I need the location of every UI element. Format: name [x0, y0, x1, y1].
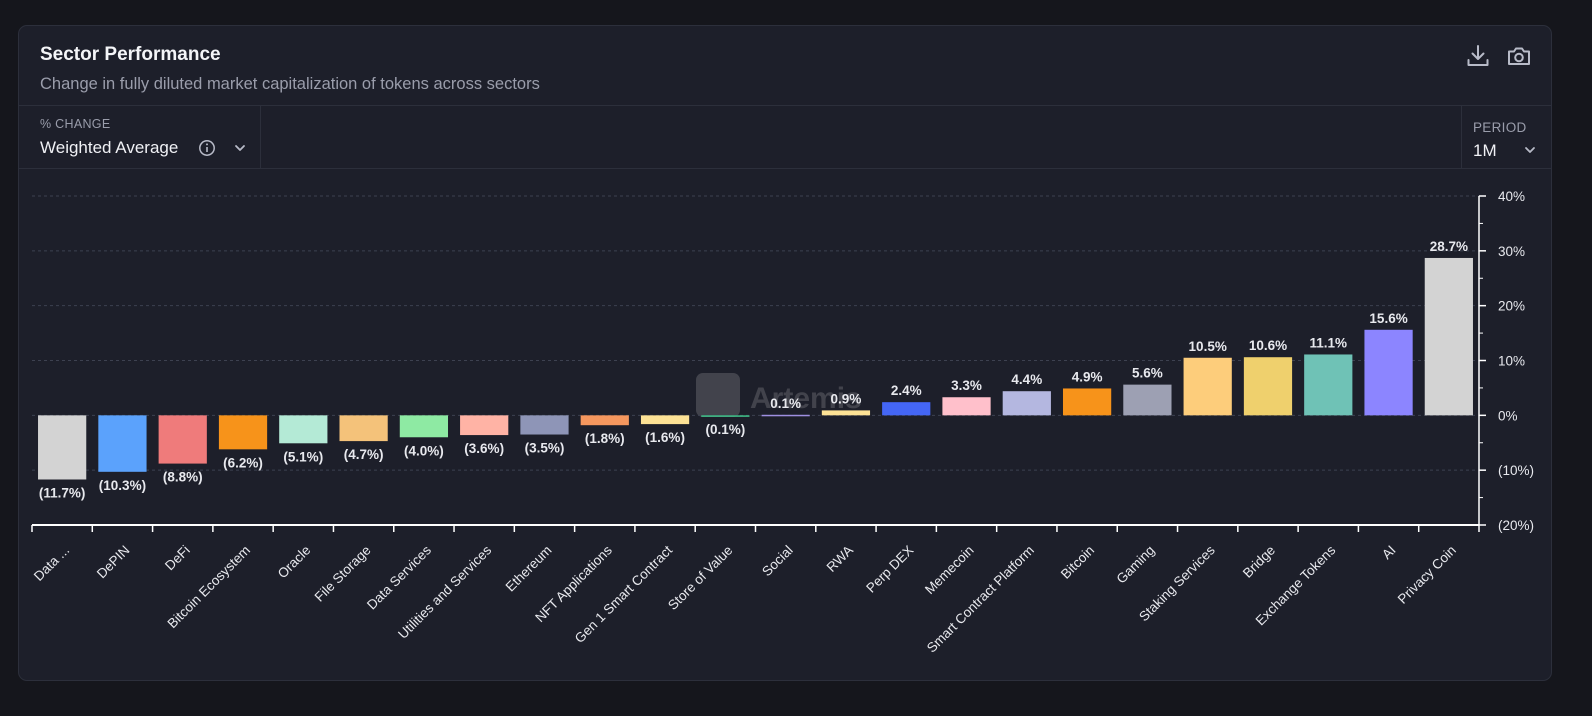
bar[interactable]	[942, 397, 991, 416]
bar[interactable]	[158, 415, 207, 464]
bar[interactable]	[279, 415, 328, 444]
data-label: (4.0%)	[404, 443, 444, 458]
y-tick-label: 0%	[1498, 408, 1518, 423]
info-icon[interactable]	[198, 139, 216, 157]
x-tick-label: Gen 1 Smart Contract	[572, 542, 676, 646]
x-tick-label: File Storage	[312, 543, 374, 605]
bar[interactable]	[520, 415, 569, 435]
bar[interactable]	[1123, 384, 1172, 416]
data-label: (11.7%)	[39, 485, 86, 500]
bar[interactable]	[339, 415, 388, 442]
camera-icon[interactable]	[1506, 43, 1532, 69]
x-tick-label: RWA	[824, 543, 856, 575]
bar[interactable]	[701, 415, 750, 417]
bar-chart: Artemis (11.7%) (10.3%) (8.8%) (6.2%) (5.1%)…	[31, 189, 1534, 656]
bar[interactable]	[460, 415, 509, 436]
metric-label: % CHANGE	[40, 117, 111, 131]
period-selector[interactable]: PERIOD 1M	[1461, 106, 1551, 168]
data-label: (3.6%)	[464, 441, 504, 456]
data-label: (10.3%)	[99, 478, 146, 493]
bar[interactable]	[1243, 357, 1293, 416]
x-tick-label: AI	[1379, 543, 1399, 563]
metric-selector[interactable]: % CHANGE Weighted Average	[19, 106, 261, 168]
period-label: PERIOD	[1473, 120, 1527, 135]
bars: (11.7%) (10.3%) (8.8%) (6.2%) (5.1%) (4.7%) (4…	[38, 239, 1473, 500]
data-label: (8.8%)	[163, 470, 203, 485]
grid-lines	[32, 195, 1479, 471]
x-tick-label: Data ...	[31, 543, 72, 584]
data-label: 5.6%	[1132, 366, 1163, 381]
bar[interactable]	[761, 414, 810, 417]
y-tick-label: 30%	[1498, 244, 1525, 259]
period-value: 1M	[1473, 141, 1497, 160]
x-tick-label: Privacy Coin	[1395, 543, 1459, 607]
bar[interactable]	[1062, 388, 1112, 416]
x-tick-label: Memecoin	[922, 543, 977, 598]
y-tick-label: 10%	[1498, 354, 1525, 369]
bar[interactable]	[1002, 391, 1051, 416]
data-label: (0.1%)	[705, 422, 745, 437]
y-tick-label: (20%)	[1498, 518, 1534, 533]
bar[interactable]	[1183, 357, 1232, 416]
data-label: (5.1%)	[283, 449, 323, 464]
artemis-watermark: Artemis	[696, 373, 862, 417]
watermark-text: Artemis	[750, 382, 862, 415]
page-title: Sector Performance	[40, 44, 221, 65]
metric-value: Weighted Average	[40, 138, 179, 157]
data-label: 11.1%	[1309, 335, 1347, 350]
x-tick-label: Ethereum	[503, 543, 555, 595]
bar[interactable]	[38, 415, 87, 480]
y-tick-label: (10%)	[1498, 463, 1534, 478]
x-tick-label: Gaming	[1113, 543, 1157, 587]
x-tick-label: Oracle	[275, 543, 314, 582]
data-label: (1.6%)	[645, 430, 685, 445]
period-chevron-down-icon[interactable]	[1522, 142, 1538, 158]
bar[interactable]	[1304, 354, 1353, 416]
x-tick-label: Bridge	[1240, 543, 1278, 581]
bar[interactable]	[821, 410, 871, 416]
chart-area: Artemis (11.7%) (10.3%) (8.8%) (6.2%) (5.1%)…	[19, 168, 1551, 680]
bar[interactable]	[882, 402, 931, 416]
data-label: (3.5%)	[525, 441, 565, 456]
data-label: 10.5%	[1189, 339, 1227, 354]
data-label: 0.1%	[770, 396, 801, 411]
bar[interactable]	[1424, 257, 1473, 416]
data-label: 0.9%	[831, 391, 862, 406]
data-label: 15.6%	[1369, 311, 1407, 326]
data-label: 4.4%	[1011, 372, 1042, 387]
data-label: 3.3%	[951, 378, 982, 393]
x-tick-label: Social	[759, 543, 796, 580]
x-tick-label: Bitcoin	[1058, 543, 1097, 582]
data-label: (6.2%)	[223, 455, 263, 470]
data-label: 28.7%	[1430, 239, 1468, 254]
x-tick-label: Store of Value	[665, 543, 735, 613]
bar[interactable]	[640, 415, 690, 425]
y-tick-label: 20%	[1498, 299, 1525, 314]
data-label: (1.8%)	[585, 431, 625, 446]
chart-controls: % CHANGE Weighted Average PERIOD 1M	[19, 105, 1551, 169]
bar[interactable]	[1364, 329, 1413, 416]
bar[interactable]	[218, 415, 268, 450]
bar[interactable]	[580, 415, 629, 426]
bar[interactable]	[98, 415, 147, 472]
page-subtitle: Change in fully diluted market capitaliz…	[40, 75, 540, 93]
sector-performance-card: Sector Performance Change in fully dilut…	[18, 25, 1552, 681]
chevron-down-icon[interactable]	[232, 140, 248, 156]
x-tick-label: Smart Contract Platform	[924, 543, 1037, 656]
x-tick-label: DePIN	[94, 543, 133, 582]
data-label: 2.4%	[891, 383, 922, 398]
x-tick-label: Perp DEX	[863, 543, 916, 596]
y-tick-label: 40%	[1498, 189, 1525, 204]
data-label: (4.7%)	[344, 447, 384, 462]
data-label: 10.6%	[1249, 338, 1287, 353]
x-tick-label: DeFi	[162, 543, 193, 574]
download-icon[interactable]	[1465, 43, 1491, 69]
data-label: 4.9%	[1072, 369, 1103, 384]
bar[interactable]	[399, 415, 449, 438]
